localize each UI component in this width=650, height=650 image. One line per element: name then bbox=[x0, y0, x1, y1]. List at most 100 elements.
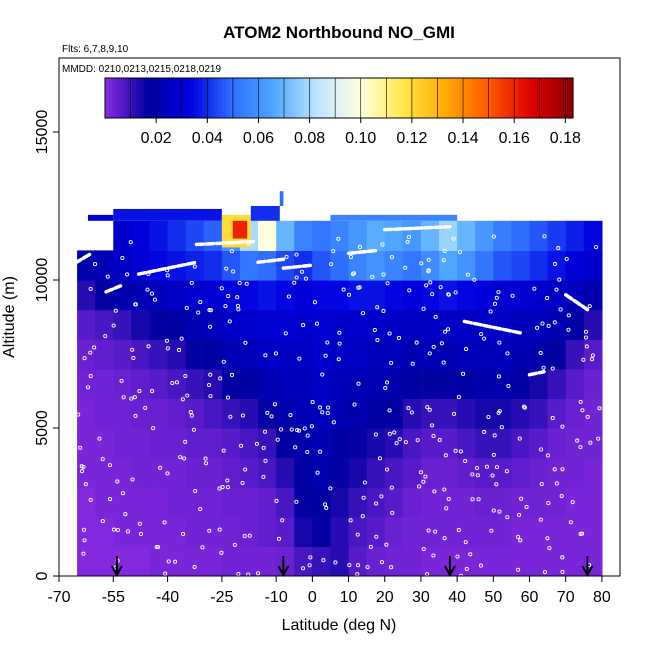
sample-point bbox=[173, 559, 178, 564]
x-tick-label: 10 bbox=[340, 589, 358, 606]
sample-point bbox=[379, 494, 384, 499]
sample-point bbox=[488, 309, 493, 314]
sample-point bbox=[138, 531, 144, 537]
sample-point bbox=[557, 277, 562, 282]
sample-point bbox=[193, 489, 198, 494]
sample-point bbox=[499, 425, 504, 430]
sample-point bbox=[182, 456, 187, 461]
sample-point bbox=[207, 528, 212, 533]
sample-point bbox=[492, 433, 497, 438]
colorbar-segment bbox=[257, 78, 262, 118]
sample-point bbox=[597, 406, 602, 411]
sample-point bbox=[381, 308, 386, 314]
sample-point bbox=[387, 431, 392, 436]
colorbar-segment bbox=[370, 78, 375, 118]
colorbar-segment bbox=[171, 78, 176, 118]
sample-point bbox=[464, 347, 469, 352]
sample-point bbox=[111, 527, 117, 532]
sample-point bbox=[191, 427, 196, 432]
heatmap-cell bbox=[149, 398, 169, 429]
heatmap-cell bbox=[294, 368, 313, 399]
colorbar-segment bbox=[389, 78, 395, 118]
heatmap-cell bbox=[203, 368, 223, 399]
heatmap-cell bbox=[439, 250, 458, 281]
sample-point bbox=[541, 365, 546, 370]
heatmap-cell bbox=[475, 546, 494, 576]
sample-point bbox=[554, 287, 559, 292]
sample-point bbox=[550, 415, 555, 421]
colorbar-segment bbox=[569, 78, 574, 118]
heatmap-cell bbox=[221, 368, 241, 399]
y-tick-label: 10000 bbox=[34, 258, 51, 303]
heatmap-cell bbox=[239, 309, 259, 340]
sample-point bbox=[105, 274, 110, 279]
heatmap-cell bbox=[312, 250, 332, 281]
sample-point bbox=[583, 335, 588, 340]
sample-point bbox=[547, 546, 552, 551]
sample-point bbox=[293, 445, 298, 450]
sample-point bbox=[394, 441, 399, 446]
heatmap-cell bbox=[547, 546, 567, 576]
colorbar-segment bbox=[491, 78, 496, 118]
heatmap-cell bbox=[276, 457, 295, 488]
sample-point bbox=[178, 455, 183, 460]
heatmap-cell bbox=[312, 220, 332, 251]
heatmap-cell bbox=[420, 516, 440, 547]
heatmap-cell bbox=[77, 398, 96, 429]
sample-point bbox=[458, 449, 463, 454]
sample-point bbox=[566, 313, 571, 318]
sample-point bbox=[165, 346, 170, 351]
heatmap-cell bbox=[547, 280, 567, 311]
colorbar-segment bbox=[233, 78, 239, 118]
sample-point bbox=[184, 305, 189, 310]
heatmap-cell bbox=[583, 220, 603, 251]
heatmap-cell bbox=[348, 309, 368, 340]
heatmap-cell bbox=[583, 457, 603, 488]
colorbar-segment bbox=[147, 78, 153, 118]
heatmap-cell bbox=[221, 546, 241, 576]
heatmap-cell bbox=[439, 368, 458, 399]
sample-point bbox=[132, 395, 137, 400]
heatmap-cell bbox=[330, 457, 350, 488]
heatmap-cell bbox=[276, 280, 295, 311]
heatmap-cell bbox=[113, 398, 132, 429]
heatmap-cell bbox=[95, 428, 114, 459]
x-tick-label: 70 bbox=[557, 589, 575, 606]
sample-point bbox=[560, 555, 565, 560]
sample-point bbox=[357, 285, 362, 290]
heatmap-cell bbox=[239, 487, 259, 518]
colorbar-segment bbox=[315, 78, 321, 118]
heatmap-cell bbox=[439, 309, 458, 340]
sample-point bbox=[379, 560, 384, 565]
sample-point bbox=[590, 353, 595, 358]
heatmap-cell bbox=[565, 546, 585, 576]
heatmap-cell bbox=[384, 309, 404, 340]
colorbar-segment bbox=[561, 78, 566, 118]
colorbar-segment bbox=[444, 78, 449, 118]
sample-point bbox=[164, 338, 169, 343]
sample-point bbox=[103, 334, 108, 339]
sample-point bbox=[470, 472, 475, 477]
heatmap-cell bbox=[348, 398, 368, 429]
sample-point bbox=[428, 280, 433, 285]
sample-point bbox=[262, 429, 268, 434]
heatmap-cell bbox=[529, 546, 549, 576]
heatmap-cell bbox=[131, 368, 151, 399]
colorbar-segment bbox=[537, 78, 543, 118]
sample-point bbox=[336, 236, 341, 241]
heatmap-cell bbox=[87, 214, 114, 221]
sample-point bbox=[396, 335, 402, 340]
heatmap-cell bbox=[348, 428, 368, 459]
flights-label: Flts: 6,7,8,9,10 bbox=[62, 44, 129, 55]
sample-point bbox=[494, 465, 500, 470]
sample-point bbox=[505, 351, 510, 356]
sample-point bbox=[229, 372, 235, 378]
sample-point bbox=[427, 407, 432, 412]
sample-point bbox=[235, 295, 240, 300]
heatmap-cell bbox=[384, 220, 404, 251]
colorbar-segment bbox=[241, 78, 246, 118]
colorbar-segment bbox=[522, 78, 527, 118]
sample-point bbox=[516, 567, 521, 572]
heatmap-cell bbox=[402, 487, 422, 518]
heatmap-cell bbox=[95, 398, 114, 429]
